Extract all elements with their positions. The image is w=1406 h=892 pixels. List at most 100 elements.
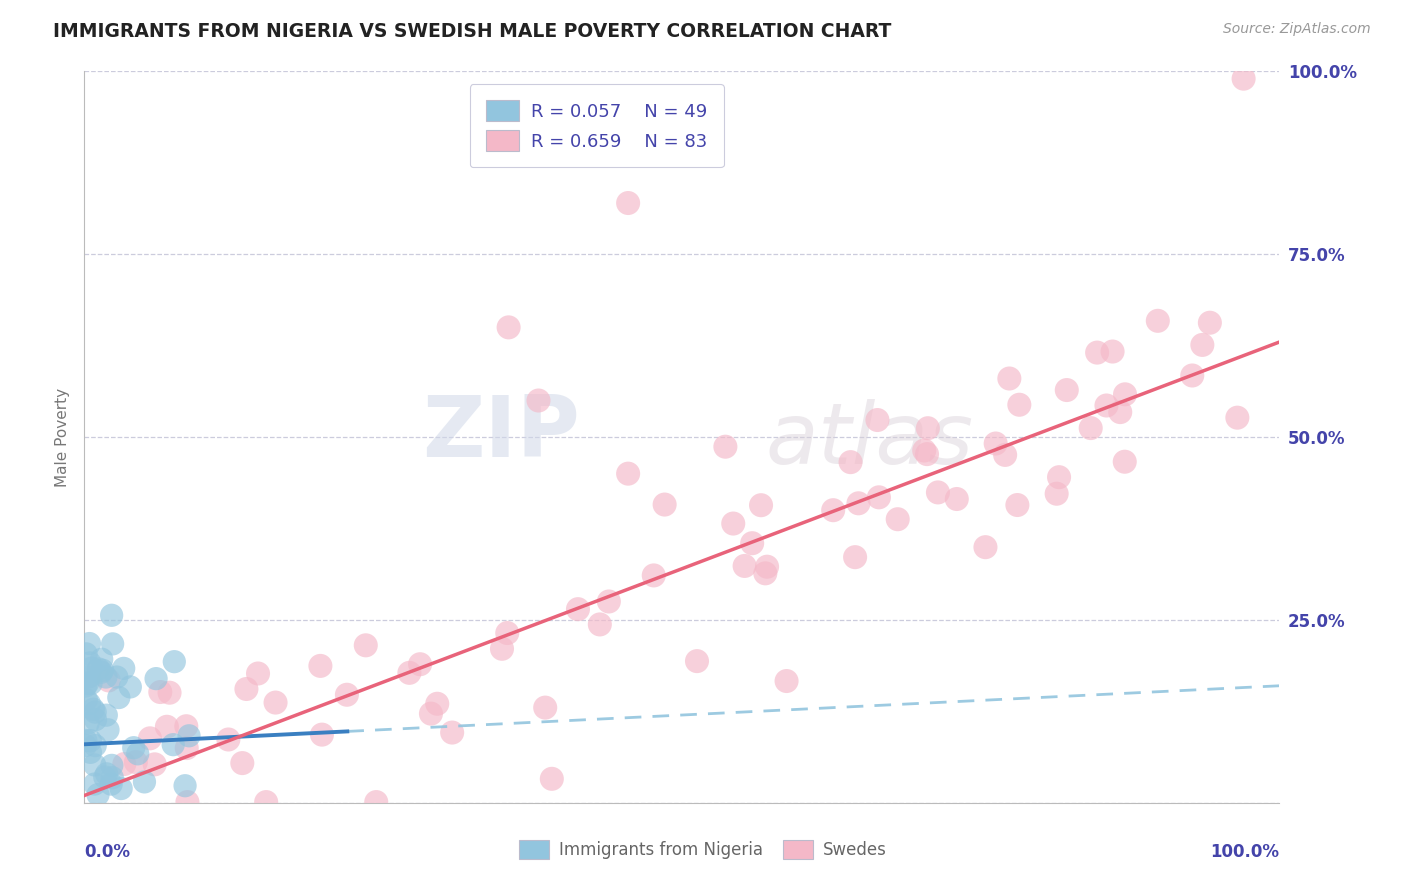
Point: [1080, 421, 1102, 435]
Point: [848, 496, 870, 510]
Legend: R = 0.057    N = 49, R = 0.659    N = 83: R = 0.057 N = 49, R = 0.659 N = 83: [470, 84, 724, 168]
Point: [1008, 398, 1031, 412]
Point: [441, 725, 464, 739]
Point: [127, 747, 149, 761]
Text: 100.0%: 100.0%: [1211, 843, 1279, 861]
Point: [1046, 487, 1069, 501]
Point: [231, 756, 253, 770]
Text: IMMIGRANTS FROM NIGERIA VS SWEDISH MALE POVERTY CORRELATION CHART: IMMIGRANTS FROM NIGERIA VS SWEDISH MALE …: [53, 22, 891, 41]
Point: [912, 443, 935, 458]
Legend: Immigrants from Nigeria, Swedes: Immigrants from Nigeria, Swedes: [510, 831, 896, 868]
Point: [79, 697, 101, 711]
Point: [162, 738, 184, 752]
Text: atlas: atlas: [766, 400, 973, 483]
Point: [886, 512, 908, 526]
Point: [756, 559, 779, 574]
Point: [1101, 344, 1123, 359]
Point: [839, 455, 862, 469]
Point: [110, 781, 132, 796]
Point: [75, 733, 97, 747]
Point: [534, 700, 557, 714]
Point: [686, 654, 709, 668]
Point: [94, 770, 117, 784]
Point: [311, 728, 333, 742]
Point: [1114, 455, 1136, 469]
Point: [254, 795, 277, 809]
Point: [235, 681, 257, 696]
Point: [844, 550, 866, 565]
Point: [927, 485, 949, 500]
Point: [1146, 314, 1168, 328]
Point: [1007, 498, 1029, 512]
Point: [217, 732, 239, 747]
Text: ZIP: ZIP: [423, 392, 581, 475]
Point: [174, 779, 197, 793]
Point: [741, 536, 763, 550]
Point: [974, 540, 997, 554]
Point: [77, 670, 100, 684]
Point: [139, 731, 162, 746]
Point: [823, 503, 845, 517]
Point: [917, 421, 939, 435]
Point: [1181, 368, 1204, 383]
Point: [336, 688, 359, 702]
Point: [1226, 410, 1249, 425]
Point: [984, 436, 1007, 450]
Point: [145, 672, 167, 686]
Point: [945, 491, 967, 506]
Point: [75, 739, 97, 753]
Point: [120, 680, 142, 694]
Point: [83, 777, 105, 791]
Point: [159, 686, 181, 700]
Point: [94, 670, 117, 684]
Point: [598, 594, 620, 608]
Point: [87, 788, 110, 802]
Point: [264, 696, 287, 710]
Point: [174, 719, 197, 733]
Point: [75, 692, 97, 706]
Point: [868, 491, 890, 505]
Point: [496, 626, 519, 640]
Point: [176, 741, 198, 756]
Point: [112, 757, 135, 772]
Point: [734, 558, 756, 573]
Point: [75, 647, 97, 661]
Point: [1114, 387, 1136, 401]
Point: [100, 777, 122, 791]
Point: [84, 739, 107, 753]
Point: [617, 467, 640, 481]
Point: [84, 713, 107, 727]
Point: [97, 673, 120, 688]
Point: [498, 320, 520, 334]
Point: [101, 758, 124, 772]
Point: [177, 729, 200, 743]
Point: [309, 659, 332, 673]
Point: [1233, 71, 1256, 86]
Point: [80, 676, 103, 690]
Point: [156, 720, 179, 734]
Point: [426, 697, 449, 711]
Point: [96, 708, 118, 723]
Point: [354, 638, 377, 652]
Point: [366, 795, 388, 809]
Point: [1056, 383, 1078, 397]
Point: [998, 371, 1021, 385]
Point: [654, 498, 676, 512]
Point: [775, 673, 797, 688]
Point: [105, 670, 128, 684]
Text: 0.0%: 0.0%: [84, 843, 131, 861]
Point: [76, 676, 98, 690]
Point: [87, 662, 110, 676]
Point: [723, 516, 745, 531]
Point: [617, 196, 640, 211]
Point: [91, 663, 114, 677]
Point: [122, 740, 145, 755]
Point: [83, 758, 105, 772]
Point: [491, 641, 513, 656]
Point: [101, 771, 124, 785]
Point: [149, 685, 172, 699]
Point: [247, 666, 270, 681]
Point: [527, 393, 550, 408]
Point: [84, 705, 107, 719]
Point: [714, 440, 737, 454]
